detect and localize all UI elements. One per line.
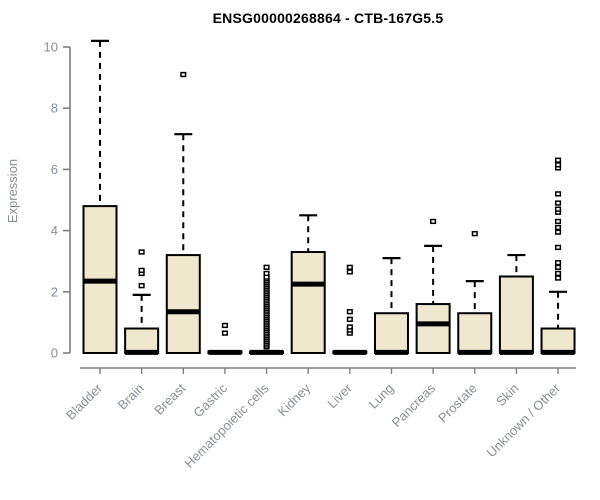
outlier-point xyxy=(554,275,562,281)
chart-title: ENSG00000268864 - CTB-167G5.5 xyxy=(212,10,444,26)
box xyxy=(290,251,326,355)
y-tick-label: 4 xyxy=(51,223,58,238)
box xyxy=(415,303,451,355)
outlier-point xyxy=(554,270,562,277)
outlier-point xyxy=(346,264,353,270)
box xyxy=(124,327,160,354)
boxplot-lung xyxy=(373,257,409,355)
outlier-point xyxy=(554,218,562,225)
outlier-point xyxy=(263,264,270,270)
x-tick-label: Brain xyxy=(115,381,147,413)
box xyxy=(498,275,534,354)
boxplot-prostate xyxy=(457,231,493,355)
outlier-point xyxy=(554,191,562,197)
x-tick-label: Unknown / Other xyxy=(484,380,564,460)
y-tick-label: 8 xyxy=(51,101,58,116)
outlier-point xyxy=(554,260,562,266)
outlier-point xyxy=(554,224,562,231)
x-tick-label: Lung xyxy=(366,381,397,412)
y-tick-label: 6 xyxy=(51,162,58,177)
box xyxy=(540,327,576,354)
x-tick-label: Pancreas xyxy=(389,380,439,430)
boxplot-breast xyxy=(165,71,201,354)
outlier-point xyxy=(221,322,228,329)
x-tick-label: Liver xyxy=(324,380,355,411)
outlier-point xyxy=(263,270,270,277)
outlier-point xyxy=(554,162,562,168)
outlier-point xyxy=(138,249,145,255)
outlier-point xyxy=(554,264,562,270)
boxplot-liver xyxy=(332,264,368,355)
boxplot-hematopoietic-cells xyxy=(249,264,285,355)
boxplot-brain xyxy=(124,249,160,355)
x-tick-label: Gastric xyxy=(190,380,230,420)
outlier-point xyxy=(346,316,353,322)
outlier-point xyxy=(180,71,187,78)
outlier-point xyxy=(138,283,145,289)
boxplot-unknown-other xyxy=(540,157,576,355)
x-tick-label: Breast xyxy=(151,380,188,417)
y-tick-label: 0 xyxy=(51,346,58,361)
outlier-point xyxy=(554,244,562,251)
y-tick-label: 10 xyxy=(44,40,58,55)
x-tick-label: Kidney xyxy=(275,380,314,419)
y-tick-label: 2 xyxy=(51,284,58,299)
box xyxy=(165,254,201,354)
outlier-point xyxy=(471,231,478,237)
boxplot-kidney xyxy=(290,214,326,355)
outlier-point xyxy=(554,200,562,206)
outlier-point xyxy=(346,309,353,315)
outlier-point xyxy=(346,269,353,275)
outlier-point xyxy=(346,324,353,330)
outlier-point xyxy=(554,206,562,212)
outlier-point xyxy=(138,267,145,274)
box xyxy=(373,312,409,354)
boxplot-gastric xyxy=(207,322,243,355)
x-tick-label: Skin xyxy=(493,381,521,409)
outlier-point xyxy=(221,330,228,336)
boxplot-bladder xyxy=(82,39,118,354)
x-tick-label: Bladder xyxy=(63,380,106,423)
boxplot-pancreas xyxy=(415,218,451,355)
outlier-point xyxy=(430,218,437,225)
x-tick-label: Prostate xyxy=(435,381,480,426)
outlier-point xyxy=(554,229,562,235)
y-axis: 0 2 4 6 8 10 xyxy=(44,40,71,361)
boxplot-skin xyxy=(498,253,534,355)
box xyxy=(457,312,493,354)
outlier-point xyxy=(554,157,562,163)
